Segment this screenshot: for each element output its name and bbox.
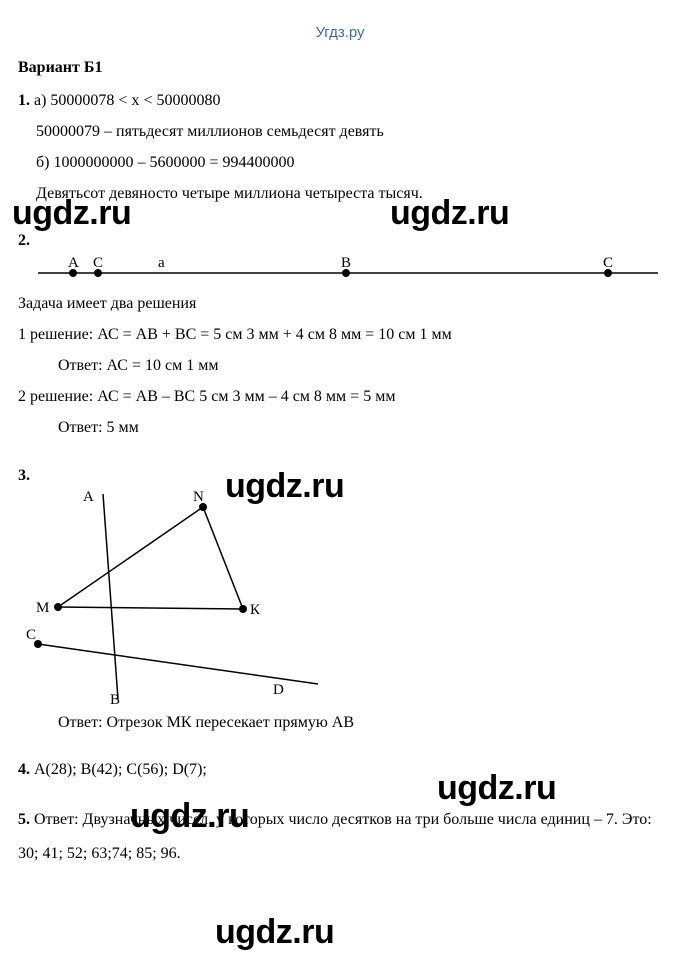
site-header: Угдз.ру	[18, 20, 662, 46]
svg-text:C: C	[26, 627, 36, 643]
svg-text:M: M	[36, 600, 49, 616]
p5-label: 5.	[18, 811, 30, 828]
p3-num: 3.	[18, 467, 30, 484]
p5-line: 5. Ответ: Двузначных чисел, у которых чи…	[18, 803, 662, 870]
p4-label: 4.	[18, 761, 30, 778]
svg-text:C: C	[603, 255, 613, 271]
svg-text:К: К	[250, 602, 261, 618]
p2-text1: Задача имеет два решения	[18, 290, 662, 317]
p3-label: 3.	[18, 462, 662, 489]
p1-a2: 50000079 – пятьдесят миллионов семьдесят…	[18, 118, 662, 145]
svg-text:D: D	[273, 682, 284, 698]
p2-label: 2.	[18, 227, 662, 254]
p1-b: б) 1000000000 – 5600000 = 994400000	[18, 149, 662, 176]
p1-a-text: а) 50000078 < x < 50000080	[34, 92, 220, 109]
svg-text:N: N	[193, 489, 204, 505]
p2-text2: 1 решение: АС = АВ + ВС = 5 см 3 мм + 4 …	[18, 321, 662, 348]
p1-line-a: 1. а) 50000078 < x < 50000080	[18, 87, 662, 114]
p4-text: А(28); В(42); С(56); D(7);	[34, 761, 207, 778]
svg-text:B: B	[341, 255, 351, 271]
p3-answer: Ответ: Отрезок МК пересекает прямую АВ	[18, 709, 662, 736]
p1-b2: Девятьсот девяносто четыре миллиона четы…	[18, 180, 662, 207]
p1-label: 1.	[18, 92, 30, 109]
diagram-2: ACBCa	[18, 255, 668, 290]
svg-text:B: B	[110, 692, 120, 708]
p2-num: 2.	[18, 232, 30, 249]
svg-text:a: a	[158, 255, 165, 271]
p2-text3: 2 решение: АС = АВ – ВС 5 см 3 мм – 4 см…	[18, 383, 662, 410]
svg-text:A: A	[83, 489, 94, 505]
p4-line: 4. А(28); В(42); С(56); D(7);	[18, 756, 662, 783]
p2-answer1: Ответ: АС = 10 см 1 мм	[18, 352, 662, 379]
svg-text:A: A	[68, 255, 79, 271]
svg-text:C: C	[93, 255, 103, 271]
watermark: ugdz.ru	[215, 904, 334, 962]
p5-text: Ответ: Двузначных чисел, у которых число…	[18, 811, 652, 862]
p2-answer2: Ответ: 5 мм	[18, 414, 662, 441]
diagram-3: A N M К C B D	[18, 489, 338, 709]
variant-title: Вариант Б1	[18, 54, 662, 81]
